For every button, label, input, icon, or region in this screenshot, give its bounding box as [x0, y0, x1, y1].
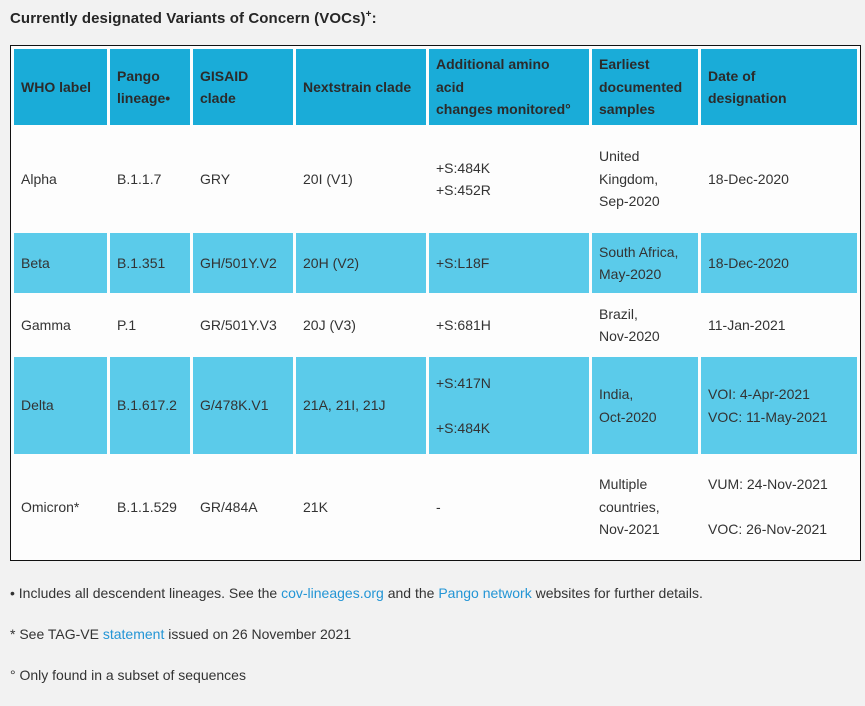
cell-gisaid-clade: GR/484A — [200, 498, 258, 515]
cell-earliest-samples: India, Oct-2020 — [592, 357, 698, 454]
cell-who-label: Omicron* — [21, 498, 80, 515]
footnote-tagve-pre: * See TAG-VE — [10, 626, 103, 642]
table-row-beta: Beta B.1.351 GH/501Y.V2 20H (V2) +S:L18F… — [14, 233, 857, 293]
pango-network-link[interactable]: Pango network — [438, 585, 532, 601]
cell-nextstrain-clade: 20J (V3) — [303, 316, 356, 333]
cell-nextstrain-clade: 20I (V1) — [303, 170, 353, 187]
page-title-text: Currently designated Variants of Concern… — [10, 10, 366, 27]
cell-gisaid-clade: GR/501Y.V3 — [200, 316, 277, 333]
cell-designation: VOI: 4-Apr-2021 VOC: 11-May-2021 — [701, 357, 857, 454]
cell-pango-lineage: B.1.351 — [110, 233, 190, 293]
header-pango-lineage: Pango lineage• — [110, 49, 190, 125]
table-row-omicron: Omicron* B.1.1.529 GR/484A 21K - Multipl… — [14, 457, 857, 557]
footnote-lineages-post: websites for further details. — [531, 585, 703, 601]
cell-who-label: Delta — [14, 357, 107, 454]
cell-amino-changes: - — [436, 498, 441, 515]
cell-gisaid-clade: GRY — [200, 170, 231, 187]
cell-earliest-samples: United Kingdom, Sep-2020 — [599, 148, 660, 210]
cell-nextstrain-clade: 20H (V2) — [296, 233, 426, 293]
cell-designation: VUM: 24-Nov-2021 VOC: 26-Nov-2021 — [708, 476, 828, 538]
cell-pango-lineage: B.1.1.7 — [117, 170, 162, 187]
cell-earliest-samples: Multiple countries, Nov-2021 — [599, 476, 660, 538]
cell-designation: 11-Jan-2021 — [708, 316, 786, 333]
cell-earliest-samples: Brazil, Nov-2020 — [599, 305, 660, 344]
header-amino-changes: Additional amino acid changes monitored° — [429, 49, 589, 125]
cov-lineages-link[interactable]: cov-lineages.org — [281, 585, 384, 601]
table-row-alpha: Alpha B.1.1.7 GRY 20I (V1) +S:484K +S:45… — [14, 128, 857, 230]
cell-amino-changes: +S:L18F — [429, 233, 589, 293]
page-title-colon: : — [371, 10, 377, 27]
page-title-superscript: + — [365, 9, 372, 20]
header-who-label: WHO label — [14, 49, 107, 125]
cell-gisaid-clade: G/478K.V1 — [193, 357, 293, 454]
cell-nextstrain-clade: 21A, 21I, 21J — [296, 357, 426, 454]
cell-pango-lineage: P.1 — [117, 316, 137, 333]
cell-amino-changes: +S:681H — [436, 316, 491, 333]
cell-who-label: Beta — [14, 233, 107, 293]
footnote-lineages-pre: • Includes all descendent lineages. See … — [10, 585, 282, 601]
cell-designation: 18-Dec-2020 — [708, 170, 789, 187]
cell-amino-changes: +S:417N +S:484K — [429, 357, 589, 454]
tagve-statement-link[interactable]: statement — [102, 626, 165, 642]
footnote-tagve: * See TAG-VE statement issued on 26 Nove… — [10, 626, 855, 642]
voc-table: WHO label Pango lineage• GISAID clade Ne… — [10, 45, 861, 561]
cell-earliest-samples: South Africa, May-2020 — [592, 233, 698, 293]
cell-gisaid-clade: GH/501Y.V2 — [193, 233, 293, 293]
cell-pango-lineage: B.1.617.2 — [110, 357, 190, 454]
table-header-row: WHO label Pango lineage• GISAID clade Ne… — [14, 49, 857, 125]
footnote-lineages: • Includes all descendent lineages. See … — [10, 585, 855, 601]
cell-pango-lineage: B.1.1.529 — [117, 498, 177, 515]
footnotes: • Includes all descendent lineages. See … — [10, 585, 855, 683]
header-designation: Date of designation — [701, 49, 857, 125]
cell-who-label: Alpha — [21, 170, 57, 187]
header-nextstrain-clade: Nextstrain clade — [296, 49, 426, 125]
cell-amino-changes: +S:484K +S:452R — [436, 159, 491, 198]
footnote-lineages-mid: and the — [383, 585, 439, 601]
header-gisaid-clade: GISAID clade — [193, 49, 293, 125]
table-row-delta: Delta B.1.617.2 G/478K.V1 21A, 21I, 21J … — [14, 357, 857, 454]
page-title: Currently designated Variants of Concern… — [10, 9, 855, 27]
footnote-tagve-post: issued on 26 November 2021 — [164, 626, 352, 642]
footnote-subset: ° Only found in a subset of sequences — [10, 667, 246, 683]
header-earliest-samples: Earliest documented samples — [592, 49, 698, 125]
cell-nextstrain-clade: 21K — [303, 498, 328, 515]
table-row-gamma: Gamma P.1 GR/501Y.V3 20J (V3) +S:681H Br… — [14, 296, 857, 354]
cell-designation: 18-Dec-2020 — [701, 233, 857, 293]
cell-who-label: Gamma — [21, 316, 71, 333]
